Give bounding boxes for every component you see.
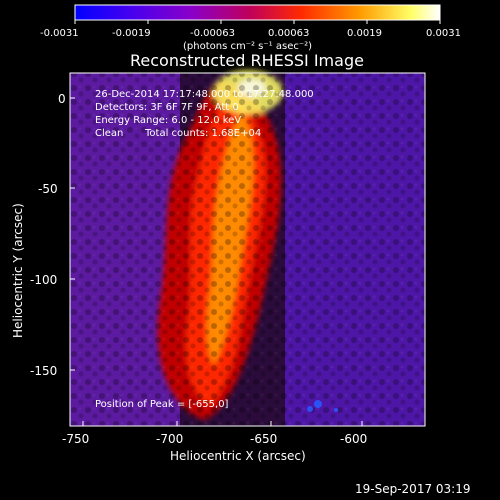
x-axis-label: Heliocentric X (arcsec) [170,449,306,463]
annotation-clean: Clean [95,128,123,139]
blue-specks [307,400,338,412]
colorbar-tick-marks [74,20,441,24]
colorbar-tick-4: 0.00063 [268,28,309,39]
annotation-counts: Total counts: 1.68E+04 [144,128,261,139]
colorbar-tick-5: 0.0019 [347,28,382,39]
y-tick-100: -100 [30,273,57,287]
axis-tick-labels: -750 -700 -650 -600 0 -50 -100 -150 [30,92,367,446]
overlay-annotations: 26-Dec-2014 17:17:48.000 to 17:27:48.000… [95,89,314,410]
y-tick-0: 0 [58,92,66,106]
figure-title: Reconstructed RHESSI Image [130,51,364,70]
colorbar-tick-2: -0.0019 [112,28,151,39]
y-tick-50: -50 [38,182,58,196]
x-tick-700: -700 [156,432,183,446]
annotation-peak: Position of Peak = [-655,0] [95,399,229,410]
colorbar-tick-1: -0.0031 [40,28,79,39]
x-tick-750: -750 [62,432,89,446]
plot-area [69,70,426,427]
axis-ticks [70,97,363,426]
colorbar-units: (photons cm⁻² s⁻¹ asec⁻²) [183,41,312,52]
image-speckle [70,73,425,426]
colorbar-tick-3: -0.00063 [190,28,235,39]
colorbar-gradient [74,4,441,21]
x-tick-650: -650 [250,432,277,446]
colorbar: -0.0031 -0.0019 -0.00063 0.00063 0.0019 … [40,4,461,52]
y-axis-label: Heliocentric Y (arcsec) [11,203,25,338]
y-tick-150: -150 [30,364,57,378]
annotation-energy: Energy Range: 6.0 - 12.0 keV [95,115,241,126]
annotation-time: 26-Dec-2014 17:17:48.000 to 17:27:48.000 [95,89,314,100]
colorbar-tick-6: 0.0031 [426,28,461,39]
x-tick-600: -600 [340,432,367,446]
plot-frame [69,72,426,427]
annotation-detectors: Detectors: 3F 6F 7F 9F, Att 0 [95,102,239,113]
footer-timestamp: 19-Sep-2017 03:19 [355,482,470,496]
